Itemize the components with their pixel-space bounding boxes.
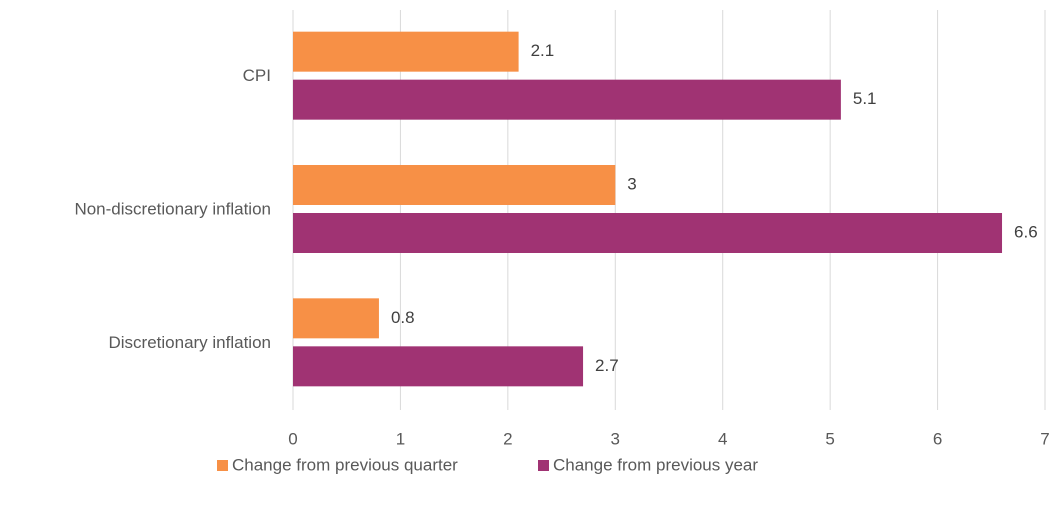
y-tick-label: Discretionary inflation [108, 333, 271, 352]
x-tick-label: 5 [825, 429, 834, 448]
x-tick-label: 6 [933, 429, 942, 448]
data-label: 2.1 [531, 41, 555, 60]
bar [293, 31, 519, 72]
data-label: 2.7 [595, 356, 619, 375]
bar [293, 213, 1003, 253]
bar [293, 346, 584, 387]
legend-label: Change from previous year [553, 455, 758, 474]
bar [293, 298, 379, 339]
y-tick-label: CPI [243, 66, 271, 85]
x-tick-label: 3 [611, 429, 620, 448]
legend-label: Change from previous quarter [232, 455, 458, 474]
x-tick-label: 0 [288, 429, 297, 448]
bar [293, 165, 616, 205]
data-label: 5.1 [853, 89, 877, 108]
data-label: 6.6 [1014, 222, 1038, 241]
x-tick-label: 2 [503, 429, 512, 448]
data-label: 3 [627, 174, 636, 193]
x-tick-label: 1 [396, 429, 405, 448]
y-tick-label: Non-discretionary inflation [74, 199, 271, 218]
x-tick-label: 4 [718, 429, 727, 448]
data-label: 0.8 [391, 308, 415, 327]
bar [293, 79, 841, 120]
x-tick-label: 7 [1040, 429, 1049, 448]
legend-swatch [217, 460, 228, 471]
legend-swatch [538, 460, 549, 471]
